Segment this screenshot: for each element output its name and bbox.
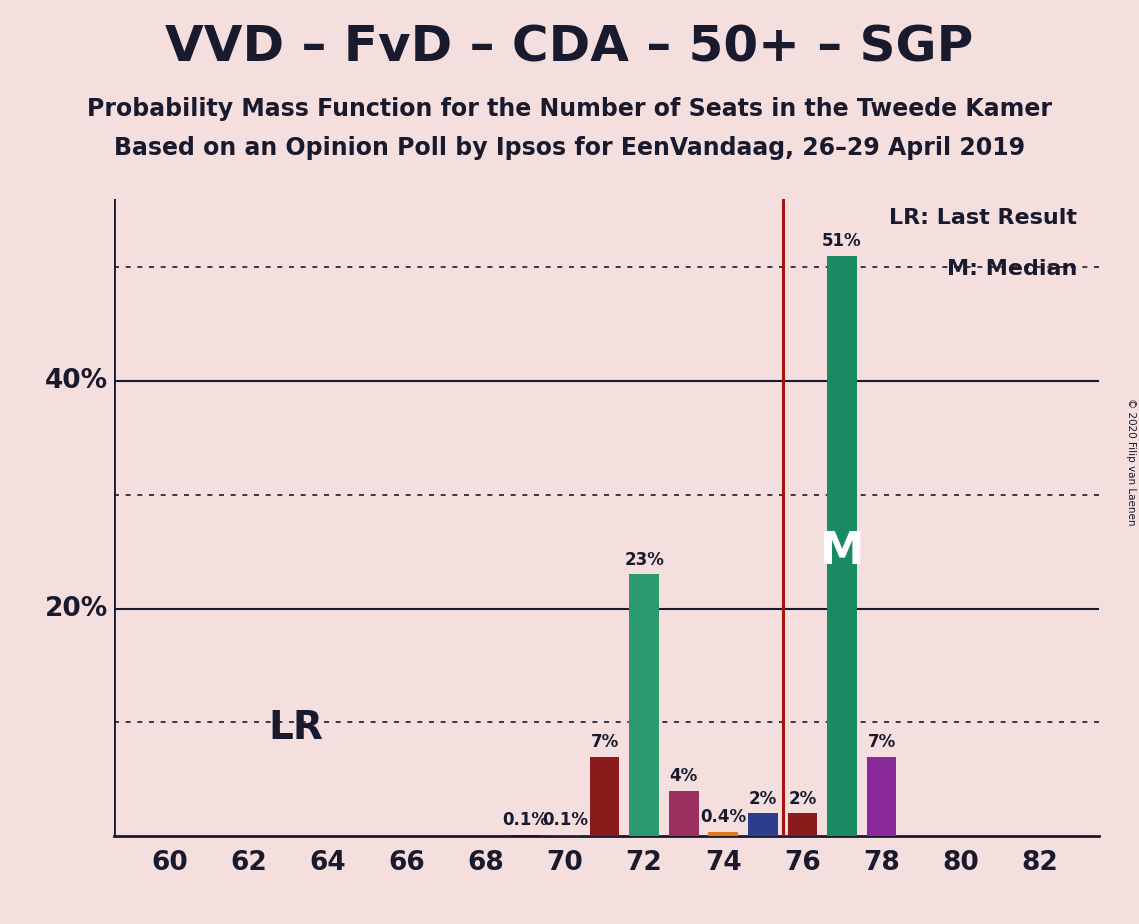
- Text: M: Median: M: Median: [948, 260, 1077, 279]
- Text: M: M: [820, 530, 865, 573]
- Bar: [550, 835, 580, 836]
- Text: 51%: 51%: [822, 232, 862, 249]
- Text: 4%: 4%: [670, 767, 698, 785]
- Text: 7%: 7%: [590, 733, 618, 751]
- Text: 7%: 7%: [868, 733, 895, 751]
- Bar: [510, 835, 540, 836]
- Text: 20%: 20%: [44, 596, 108, 622]
- Bar: [748, 813, 778, 836]
- Bar: [787, 813, 817, 836]
- Text: Probability Mass Function for the Number of Seats in the Tweede Kamer: Probability Mass Function for the Number…: [87, 97, 1052, 121]
- Text: LR: LR: [268, 710, 323, 748]
- Text: Based on an Opinion Poll by Ipsos for EenVandaag, 26–29 April 2019: Based on an Opinion Poll by Ipsos for Ee…: [114, 136, 1025, 160]
- Text: 2%: 2%: [748, 790, 777, 808]
- Text: VVD – FvD – CDA – 50+ – SGP: VVD – FvD – CDA – 50+ – SGP: [165, 23, 974, 71]
- Bar: [867, 757, 896, 836]
- Bar: [590, 757, 620, 836]
- Bar: [827, 256, 857, 836]
- Text: 0.1%: 0.1%: [502, 811, 548, 830]
- Bar: [669, 791, 698, 836]
- Text: © 2020 Filip van Laenen: © 2020 Filip van Laenen: [1125, 398, 1136, 526]
- Text: LR: Last Result: LR: Last Result: [890, 208, 1077, 228]
- Text: 40%: 40%: [44, 368, 108, 394]
- Bar: [708, 832, 738, 836]
- Text: 0.4%: 0.4%: [700, 808, 746, 826]
- Text: 0.1%: 0.1%: [542, 811, 588, 830]
- Text: 23%: 23%: [624, 551, 664, 568]
- Text: 2%: 2%: [788, 790, 817, 808]
- Bar: [629, 575, 659, 836]
